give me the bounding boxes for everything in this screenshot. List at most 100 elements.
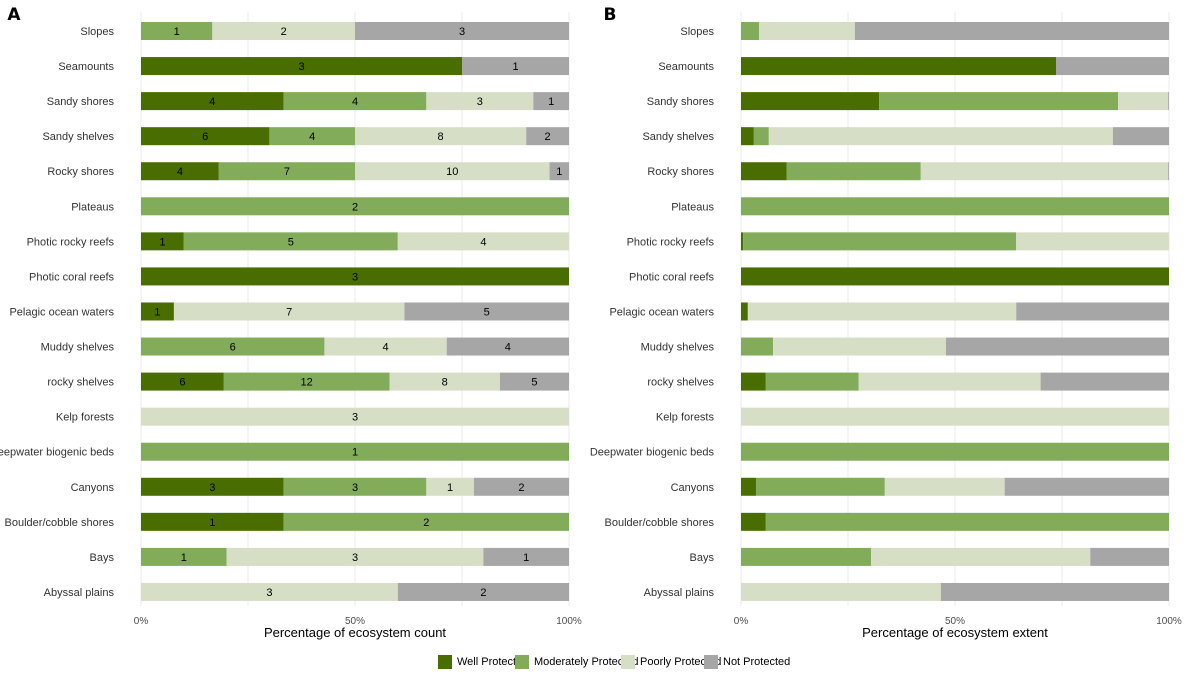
legend-swatch-moderately-protected: [515, 655, 529, 669]
legend-label-poorly-protected: Poorly Protected: [640, 656, 722, 668]
bar-b-bays-poorly-protected: [871, 547, 1091, 566]
bar-value-label-a-rocky-shores-poorly-protected: 10: [446, 166, 458, 178]
category-label-a-rocky-shelves: rocky shelves: [47, 377, 114, 389]
bar-a-sandy-shores-poorly-protected: [426, 92, 534, 111]
bar-value-label-a-bays-not-protected: 1: [523, 552, 529, 564]
bar-value-label-a-boulder-cobble-shores-moderately-protected: 2: [423, 517, 429, 529]
bar-a-photic-rocky-reefs-poorly-protected: [397, 232, 569, 251]
bar-a-rocky-shores-not-protected: [549, 162, 569, 181]
x-axis-title-b: Percentage of ecosystem extent: [862, 625, 1048, 640]
bar-value-label-a-sandy-shelves-poorly-protected: 8: [438, 131, 444, 143]
bar-b-photic-coral-reefs-well-protected: [741, 267, 1169, 286]
bar-value-label-a-pelagic-ocean-waters-poorly-protected: 7: [286, 306, 292, 318]
legend-item-not-protected: Not Protected: [704, 655, 790, 669]
bar-value-label-a-slopes-poorly-protected: 2: [281, 26, 287, 38]
bar-b-sandy-shores-moderately-protected: [879, 92, 1119, 111]
bar-a-muddy-shelves-moderately-protected: [141, 337, 325, 356]
bar-value-label-a-muddy-shelves-not-protected: 4: [505, 342, 511, 354]
bar-value-label-a-rocky-shores-not-protected: 1: [556, 166, 562, 178]
bar-a-kelp-forests-poorly-protected: [141, 407, 569, 426]
bar-b-rocky-shelves-poorly-protected: [858, 372, 1041, 391]
bar-value-label-a-canyons-poorly-protected: 1: [447, 482, 453, 494]
legend: Well Protected Moderately Protected Poor…: [438, 655, 790, 669]
bar-a-sandy-shores-not-protected: [533, 92, 569, 111]
bar-b-slopes-moderately-protected: [741, 22, 759, 40]
bar-value-label-a-sandy-shores-not-protected: 1: [548, 96, 554, 108]
bar-value-label-a-sandy-shelves-not-protected: 2: [545, 131, 551, 143]
bar-value-label-a-pelagic-ocean-waters-not-protected: 5: [484, 306, 490, 318]
legend-item-moderately-protected: Moderately Protected: [515, 655, 639, 669]
category-label-b-sandy-shelves: Sandy shelves: [642, 131, 714, 143]
bar-value-label-a-photic-coral-reefs-well-protected: 3: [352, 271, 358, 283]
bar-b-kelp-forests-poorly-protected: [741, 407, 1169, 426]
category-label-b-photic-rocky-reefs: Photic rocky reefs: [627, 236, 715, 248]
bar-a-seamounts-not-protected: [462, 57, 569, 76]
category-label-b-kelp-forests: Kelp forests: [656, 412, 715, 424]
bar-a-deepwater-biogenic-beds-moderately-protected: [141, 442, 569, 461]
category-label-a-seamounts: Seamounts: [58, 61, 114, 73]
bar-value-label-a-rocky-shores-well-protected: 4: [177, 166, 183, 178]
bar-value-label-a-sandy-shelves-well-protected: 6: [202, 131, 208, 143]
bar-b-canyons-not-protected: [1004, 477, 1169, 496]
bar-b-canyons-poorly-protected: [884, 477, 1005, 496]
bar-b-sandy-shelves-not-protected: [1112, 127, 1169, 146]
bar-b-rocky-shores-not-protected: [1168, 162, 1169, 181]
category-label-b-photic-coral-reefs: Photic coral reefs: [629, 271, 714, 283]
x-tick-label-a-0: 0%: [134, 616, 149, 627]
bar-b-rocky-shelves-moderately-protected: [765, 372, 859, 391]
bar-b-pelagic-ocean-waters-not-protected: [1016, 302, 1169, 321]
category-label-b-rocky-shores: Rocky shores: [647, 166, 714, 178]
bar-a-rocky-shelves-not-protected: [499, 372, 569, 391]
category-label-a-muddy-shelves: Muddy shelves: [41, 342, 115, 354]
panel-letter-a: A: [7, 5, 21, 25]
x-tick-label-a-2: 100%: [556, 616, 582, 627]
bar-b-sandy-shelves-poorly-protected: [768, 127, 1113, 146]
x-tick-label-b-2: 100%: [1156, 616, 1182, 627]
bar-value-label-a-seamounts-not-protected: 1: [512, 61, 518, 73]
category-label-b-seamounts: Seamounts: [658, 61, 714, 73]
bar-b-muddy-shelves-poorly-protected: [773, 337, 947, 356]
bar-a-rocky-shores-moderately-protected: [218, 162, 355, 181]
bar-value-label-a-muddy-shelves-poorly-protected: 4: [383, 342, 389, 354]
bar-b-rocky-shores-moderately-protected: [786, 162, 921, 181]
bar-a-plateaus-moderately-protected: [141, 197, 569, 216]
bar-b-slopes-poorly-protected: [758, 22, 855, 40]
legend-swatch-poorly-protected: [621, 655, 635, 669]
bar-value-label-a-rocky-shelves-poorly-protected: 8: [442, 377, 448, 389]
bar-b-deepwater-biogenic-beds-moderately-protected: [741, 442, 1169, 461]
category-label-a-abyssal-plains: Abyssal plains: [44, 587, 115, 599]
bar-value-label-a-rocky-shelves-moderately-protected: 12: [301, 377, 313, 389]
bar-b-canyons-moderately-protected: [755, 477, 885, 496]
bar-value-label-a-canyons-moderately-protected: 3: [352, 482, 358, 494]
bar-b-abyssal-plains-poorly-protected: [741, 582, 941, 601]
bar-value-label-a-canyons-well-protected: 3: [209, 482, 215, 494]
category-label-b-deepwater-biogenic-beds: Deepwater biogenic beds: [590, 447, 715, 459]
bar-a-photic-coral-reefs-well-protected: [141, 267, 569, 286]
bar-b-rocky-shores-well-protected: [741, 162, 787, 181]
bar-b-seamounts-not-protected: [1056, 57, 1169, 76]
bar-a-pelagic-ocean-waters-well-protected: [141, 302, 174, 321]
category-label-a-canyons: Canyons: [71, 482, 115, 494]
x-tick-label-b-0: 0%: [734, 616, 749, 627]
category-label-a-kelp-forests: Kelp forests: [56, 412, 115, 424]
bar-b-sandy-shelves-moderately-protected: [753, 127, 769, 146]
bar-a-canyons-poorly-protected: [426, 477, 474, 496]
bar-b-sandy-shores-well-protected: [741, 92, 880, 111]
bar-value-label-a-canyons-not-protected: 2: [518, 482, 524, 494]
bar-value-label-a-pelagic-ocean-waters-well-protected: 1: [154, 306, 160, 318]
bar-b-muddy-shelves-not-protected: [946, 337, 1169, 356]
bar-value-label-a-bays-moderately-protected: 1: [181, 552, 187, 564]
bar-b-photic-rocky-reefs-well-protected: [741, 232, 744, 251]
bar-b-slopes-not-protected: [854, 22, 1169, 40]
bar-a-bays-moderately-protected: [141, 547, 227, 566]
bar-b-pelagic-ocean-waters-well-protected: [741, 302, 748, 321]
bar-b-pelagic-ocean-waters-poorly-protected: [747, 302, 1017, 321]
bar-a-rocky-shelves-moderately-protected: [223, 372, 390, 391]
legend-item-well-protected: Well Protected: [438, 655, 528, 669]
category-label-b-pelagic-ocean-waters: Pelagic ocean waters: [609, 306, 714, 318]
category-label-b-muddy-shelves: Muddy shelves: [641, 342, 715, 354]
bar-a-slopes-not-protected: [355, 22, 569, 40]
bar-value-label-a-muddy-shelves-moderately-protected: 6: [230, 342, 236, 354]
bar-b-canyons-well-protected: [741, 477, 756, 496]
bar-a-sandy-shelves-poorly-protected: [355, 127, 527, 146]
